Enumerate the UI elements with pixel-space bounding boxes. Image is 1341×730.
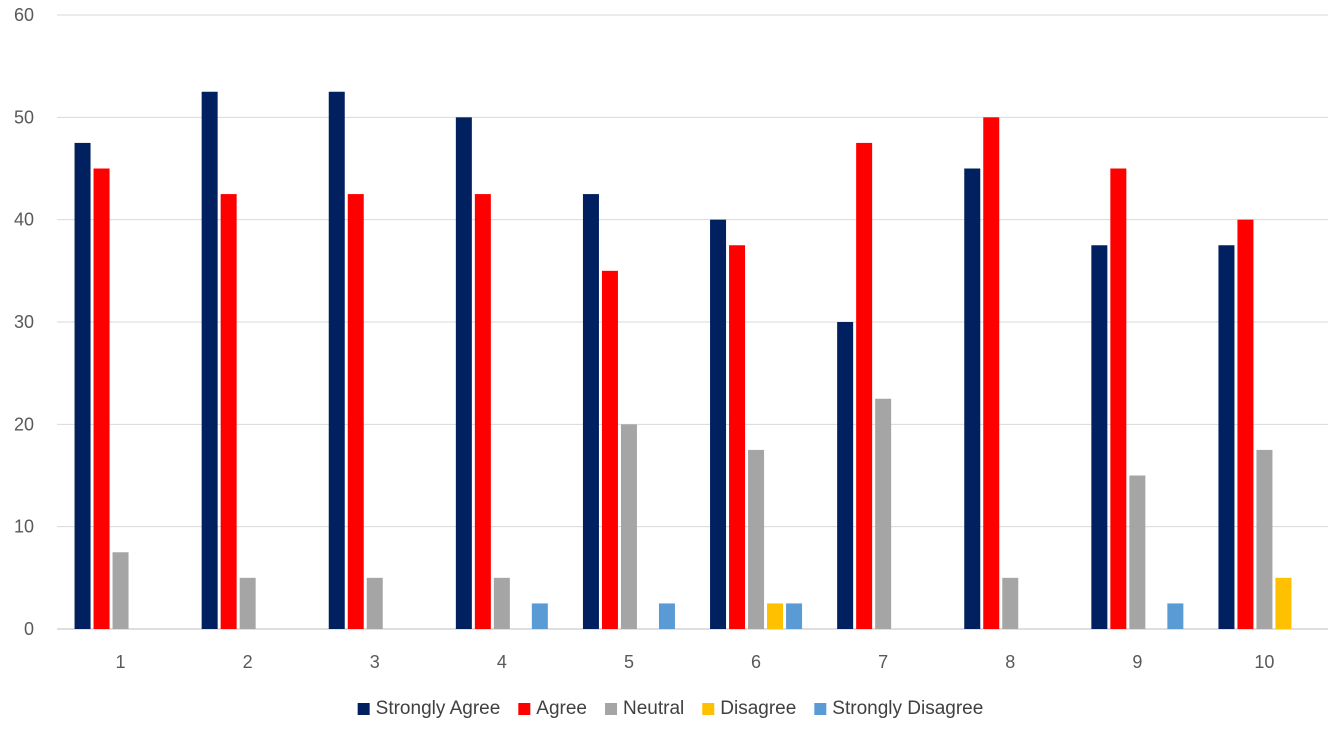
bar-agree-3 xyxy=(347,194,364,630)
bar-disagree-10 xyxy=(1275,577,1292,629)
legend-item-strongly-disagree: Strongly Disagree xyxy=(814,698,983,719)
bar-neutral-3 xyxy=(366,577,383,629)
bar-neutral-9 xyxy=(1129,475,1146,629)
x-tick-label: 7 xyxy=(878,652,888,672)
y-tick-label: 30 xyxy=(14,312,34,332)
bar-neutral-8 xyxy=(1002,577,1019,629)
bar-agree-1 xyxy=(93,168,110,629)
bar-strongly-disagree-5 xyxy=(658,603,675,629)
y-tick-label: 0 xyxy=(24,619,34,639)
bar-neutral-7 xyxy=(875,398,892,629)
legend-label: Strongly Disagree xyxy=(832,698,983,719)
bar-agree-6 xyxy=(729,245,746,629)
x-tick-label: 2 xyxy=(243,652,253,672)
bar-agree-8 xyxy=(983,117,1000,629)
bar-disagree-6 xyxy=(767,603,784,629)
bar-neutral-10 xyxy=(1256,449,1273,629)
legend-item-agree: Agree xyxy=(518,698,587,719)
legend: Strongly Agree Agree Neutral Disagree Strong… xyxy=(357,698,983,719)
bar-neutral-5 xyxy=(620,424,637,629)
legend-item-disagree: Disagree xyxy=(702,698,796,719)
legend-swatch xyxy=(702,703,715,715)
bar-strongly-agree-8 xyxy=(964,168,981,629)
bar-strongly-disagree-6 xyxy=(786,603,803,629)
bar-strongly-agree-1 xyxy=(74,142,91,629)
bar-strongly-disagree-9 xyxy=(1167,603,1184,629)
x-tick-label: 3 xyxy=(370,652,380,672)
bar-neutral-4 xyxy=(493,577,510,629)
bar-strongly-agree-2 xyxy=(201,91,218,629)
legend-label: Disagree xyxy=(720,698,796,719)
bar-strongly-agree-4 xyxy=(455,117,472,629)
x-axis-ticks: 1 2 3 4 5 6 7 8 9 10 xyxy=(116,652,1275,672)
bar-agree-9 xyxy=(1110,168,1127,629)
x-tick-label: 4 xyxy=(497,652,507,672)
bar-neutral-6 xyxy=(748,449,765,629)
legend-swatch xyxy=(357,703,370,715)
legend-label: Neutral xyxy=(623,698,684,719)
legend-label: Strongly Agree xyxy=(376,698,501,719)
x-tick-label: 6 xyxy=(751,652,761,672)
legend-item-strongly-agree: Strongly Agree xyxy=(357,698,501,719)
bar-strongly-agree-10 xyxy=(1218,245,1235,629)
bar-neutral-2 xyxy=(239,577,256,629)
bar-strongly-agree-3 xyxy=(328,91,345,629)
bar-strongly-agree-9 xyxy=(1091,245,1108,629)
y-tick-label: 10 xyxy=(14,517,34,537)
x-tick-label: 8 xyxy=(1005,652,1015,672)
bar-strongly-agree-6 xyxy=(710,219,727,629)
bar-neutral-1 xyxy=(112,552,129,629)
legend-item-neutral: Neutral xyxy=(605,698,684,719)
legend-swatch xyxy=(814,703,827,715)
bar-strongly-agree-5 xyxy=(582,194,599,630)
x-tick-label: 5 xyxy=(624,652,634,672)
legend-swatch xyxy=(605,703,618,715)
x-tick-label: 10 xyxy=(1254,652,1274,672)
y-tick-label: 40 xyxy=(14,210,34,230)
y-tick-label: 50 xyxy=(14,107,34,127)
bar-strongly-agree-7 xyxy=(837,322,854,629)
bar-agree-2 xyxy=(220,194,237,630)
x-tick-label: 1 xyxy=(116,652,126,672)
y-tick-label: 60 xyxy=(14,5,34,25)
legend-swatch xyxy=(518,703,531,715)
y-tick-label: 20 xyxy=(14,414,34,434)
bar-agree-10 xyxy=(1237,219,1254,629)
x-tick-label: 9 xyxy=(1132,652,1142,672)
gridlines xyxy=(57,14,1328,630)
legend-label: Agree xyxy=(536,698,587,719)
bar-strongly-disagree-4 xyxy=(531,603,548,629)
bars xyxy=(74,91,1292,630)
bar-agree-5 xyxy=(601,270,618,629)
bar-agree-4 xyxy=(474,194,491,630)
y-axis-ticks: 0 10 20 30 40 50 60 xyxy=(14,5,34,639)
bar-agree-7 xyxy=(856,142,873,629)
